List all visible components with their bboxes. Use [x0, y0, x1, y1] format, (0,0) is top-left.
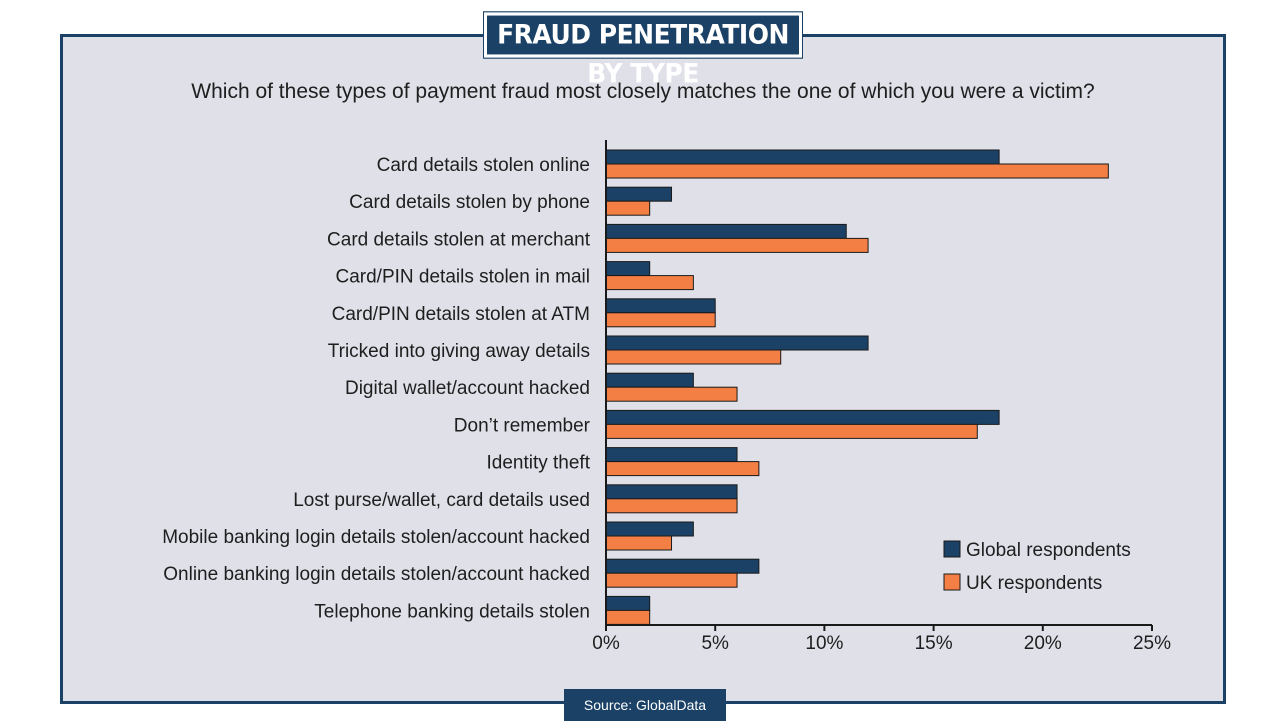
category-label: Lost purse/wallet, card details used [293, 490, 590, 511]
bar-global [605, 558, 760, 574]
bar-uk [605, 349, 782, 365]
x-tick-label: 25% [1133, 633, 1171, 654]
bar-uk [605, 423, 978, 439]
legend-label: UK respondents [966, 573, 1102, 594]
bar-uk [605, 461, 760, 477]
bar-uk [605, 386, 738, 402]
legend-swatch [943, 540, 961, 558]
legend-swatch [943, 573, 961, 591]
bar-global [605, 521, 694, 537]
category-label: Identity theft [486, 453, 590, 474]
x-tick-label: 0% [592, 633, 620, 654]
category-label: Card/PIN details stolen at ATM [332, 304, 590, 325]
x-tick-label: 10% [805, 633, 843, 654]
category-label: Online banking login details stolen/acco… [163, 564, 590, 585]
bar-global [605, 484, 738, 500]
bar-uk [605, 163, 1109, 179]
bar-global [605, 447, 738, 463]
category-label: Card details stolen online [377, 155, 590, 176]
x-axis: 0% 5% 10% 15% 20% 25% [592, 140, 1171, 654]
bar-global [605, 595, 651, 611]
bar-global [605, 409, 1000, 425]
bar-uk [605, 200, 651, 216]
category-label: Telephone banking details stolen [314, 601, 590, 622]
bar-global [605, 186, 673, 202]
category-label: Digital wallet/account hacked [345, 378, 590, 399]
legend-label: Global respondents [966, 540, 1131, 561]
category-labels: Card details stolen online Card details s… [162, 155, 591, 622]
category-label: Card/PIN details stolen in mail [336, 267, 591, 288]
bar-uk [605, 312, 716, 328]
bar-global [605, 372, 694, 388]
bar-global [605, 335, 869, 351]
bar-uk [605, 237, 869, 253]
bar-global [605, 149, 1000, 165]
bar-uk [605, 535, 673, 551]
bar-global [605, 298, 716, 314]
chart-bars [605, 149, 1109, 625]
bar-uk [605, 572, 738, 588]
category-label: Don’t remember [454, 415, 591, 436]
category-label: Card details stolen by phone [349, 192, 590, 213]
bar-uk [605, 275, 694, 291]
category-label: Mobile banking login details stolen/acco… [162, 527, 590, 548]
bar-global [605, 261, 651, 277]
chart-question: Which of these types of payment fraud mo… [191, 80, 1095, 103]
page-title: FRAUD PENETRATION BY TYPE [483, 11, 803, 89]
category-label: Card details stolen at merchant [327, 229, 591, 250]
bar-global [605, 223, 847, 239]
bar-uk [605, 498, 738, 514]
category-label: Tricked into giving away details [328, 341, 590, 362]
x-tick-label: 5% [701, 633, 729, 654]
chart-panel [60, 34, 1226, 704]
source-label: Source: GlobalData [564, 689, 726, 721]
bar-uk [605, 609, 651, 625]
x-tick-label: 15% [915, 633, 953, 654]
legend: Global respondents UK respondents [943, 540, 1131, 594]
x-tick-label: 20% [1024, 633, 1062, 654]
